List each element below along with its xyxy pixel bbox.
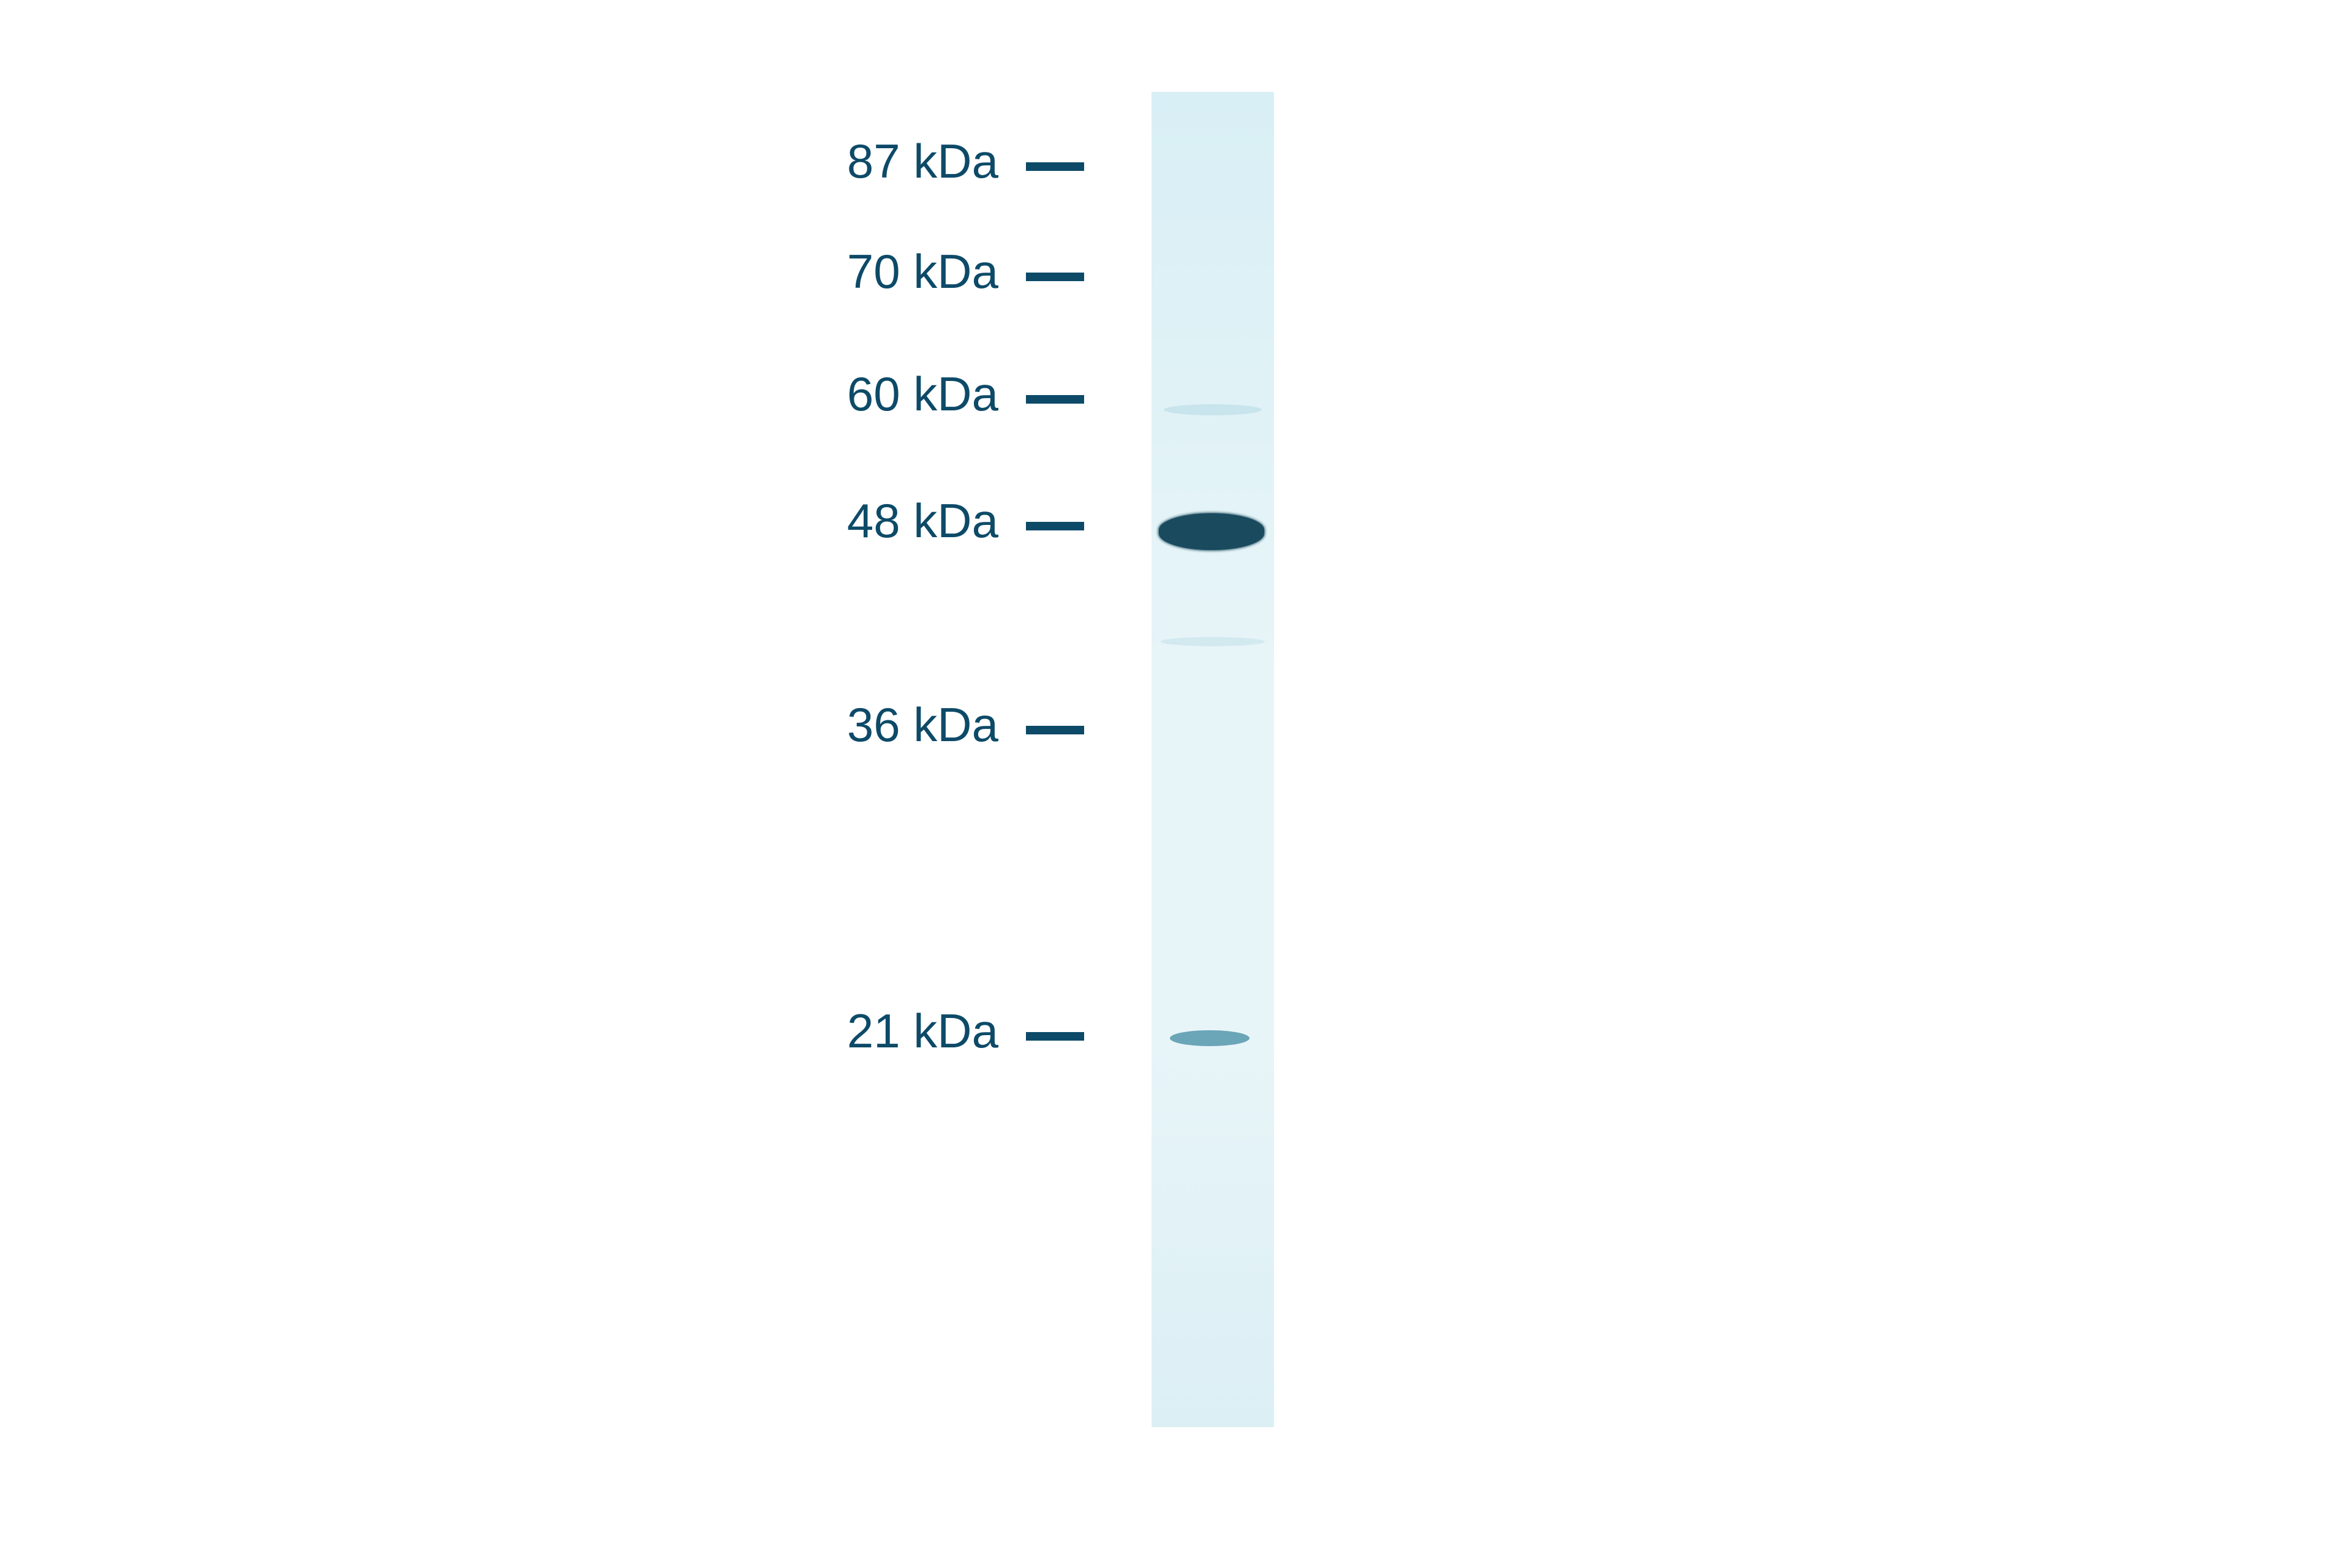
- marker-label-21-kDa: 21 kDa: [674, 1003, 998, 1059]
- marker-tick-70-kDa: [1026, 273, 1084, 281]
- marker-tick-60-kDa: [1026, 395, 1084, 404]
- marker-label-60-kDa: 60 kDa: [674, 366, 998, 422]
- protein-band-strong-0: [1159, 513, 1264, 550]
- faint-band-1: [1161, 637, 1265, 646]
- marker-label-87-kDa: 87 kDa: [674, 134, 998, 189]
- faint-band-0: [1164, 404, 1262, 415]
- protein-band-weak-1: [1170, 1030, 1250, 1046]
- marker-tick-87-kDa: [1026, 162, 1084, 171]
- western-blot-container: 87 kDa 70 kDa 60 kDa 48 kDa 36 kDa 21 kDa: [674, 92, 1470, 1439]
- blot-lane: [1152, 92, 1274, 1427]
- marker-tick-21-kDa: [1026, 1032, 1084, 1041]
- marker-label-70-kDa: 70 kDa: [674, 244, 998, 300]
- marker-tick-36-kDa: [1026, 726, 1084, 734]
- marker-tick-48-kDa: [1026, 522, 1084, 530]
- marker-label-48-kDa: 48 kDa: [674, 493, 998, 549]
- marker-label-36-kDa: 36 kDa: [674, 697, 998, 753]
